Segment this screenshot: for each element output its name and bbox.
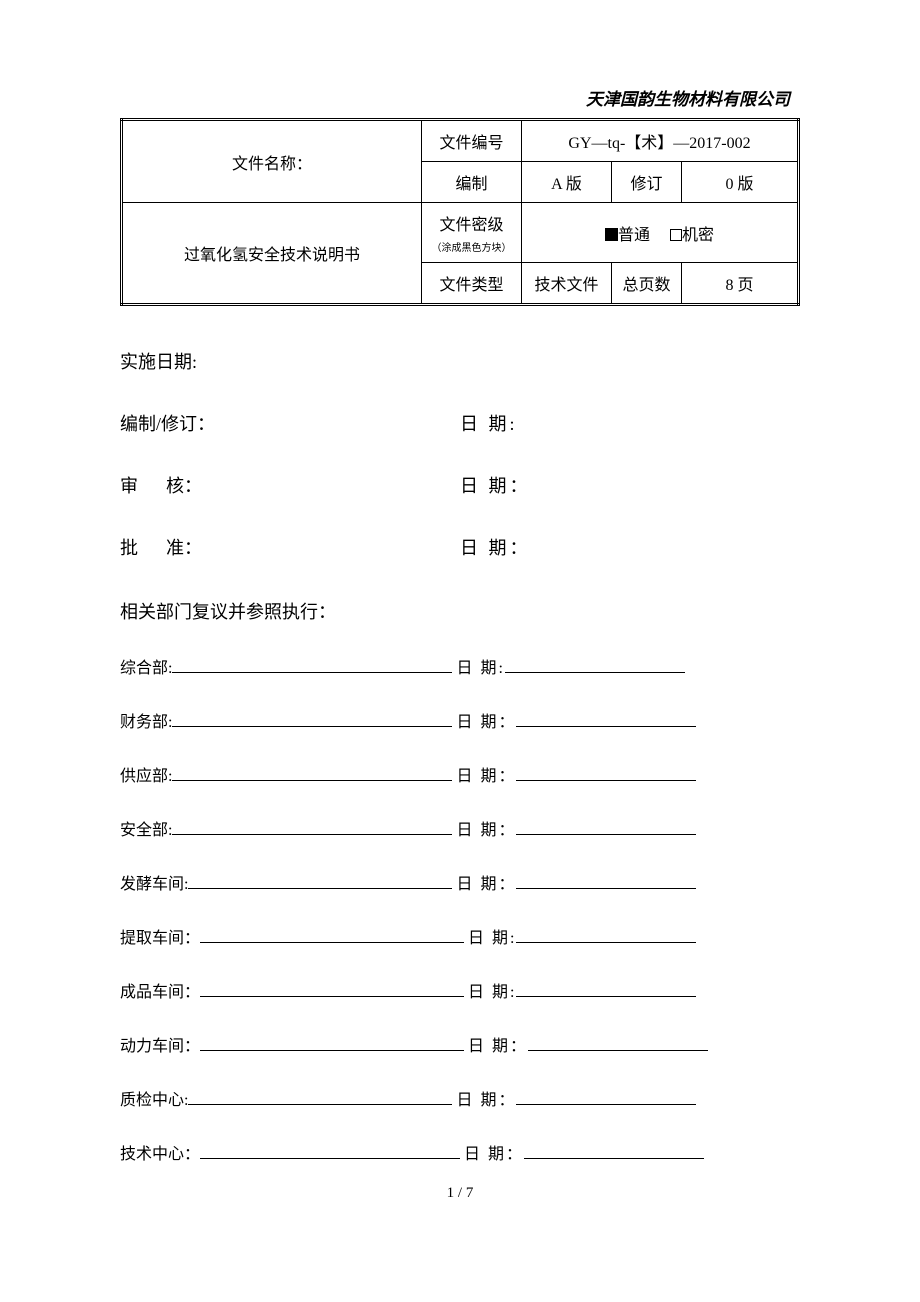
dept-row: 安全部: 日 期： xyxy=(120,816,800,840)
compile-label: 编制 xyxy=(422,162,522,203)
dept-date-label: 日 期： xyxy=(456,870,516,894)
file-name-label: 文件名称： xyxy=(122,120,422,203)
date-line xyxy=(505,655,685,673)
doc-number-label: 文件编号 xyxy=(422,120,522,162)
signature-line xyxy=(188,1087,452,1105)
dept-date-label: 日 期： xyxy=(456,816,516,840)
doc-number-value: GY—tq-【术】—2017-002 xyxy=(522,120,799,162)
dept-date-label: 日 期: xyxy=(456,654,504,678)
page-number: 1 / 7 xyxy=(0,1185,920,1202)
dept-row: 动力车间： 日 期： xyxy=(120,1032,800,1056)
compile-revise-label: 编制/修订： xyxy=(120,410,460,436)
total-pages-label: 总页数 xyxy=(612,263,682,305)
approve-row: 批准： 日 期： xyxy=(120,534,800,560)
approve-date-label: 日 期： xyxy=(460,534,531,560)
date-line xyxy=(516,709,696,727)
security-label: 文件密级 xyxy=(439,217,503,234)
dept-date-label: 日 期： xyxy=(456,762,516,786)
dept-date-label: 日 期： xyxy=(468,1032,528,1056)
dept-date-label: 日 期： xyxy=(456,708,516,732)
dept-label: 财务部: xyxy=(120,708,172,732)
signature-line xyxy=(200,925,464,943)
review-label: 审核： xyxy=(120,472,460,498)
security-normal: 普通 xyxy=(618,227,650,244)
dept-label: 发酵车间: xyxy=(120,870,188,894)
dept-date-label: 日 期： xyxy=(456,1086,516,1110)
date-line xyxy=(528,1033,708,1051)
date-line xyxy=(516,871,696,889)
security-options: 普通 机密 xyxy=(522,203,799,263)
dept-heading: 相关部门复议并参照执行： xyxy=(120,598,800,624)
date-line xyxy=(516,817,696,835)
date-line xyxy=(516,979,696,997)
dept-label: 技术中心： xyxy=(120,1140,200,1164)
edition-a: A 版 xyxy=(522,162,612,203)
security-secret: 机密 xyxy=(682,227,714,244)
security-note: （涂成黑色方块） xyxy=(428,239,515,254)
company-header: 天津国韵生物材料有限公司 xyxy=(120,85,800,110)
dept-date-label: 日 期: xyxy=(468,924,516,948)
date-line xyxy=(524,1141,704,1159)
checkbox-filled-icon xyxy=(605,228,618,241)
signature-line xyxy=(172,817,452,835)
signature-line xyxy=(172,763,452,781)
dept-row: 质检中心: 日 期： xyxy=(120,1086,800,1110)
dept-date-label: 日 期： xyxy=(464,1140,524,1164)
date-line xyxy=(516,925,696,943)
signature-line xyxy=(172,655,452,673)
dept-row: 财务部: 日 期： xyxy=(120,708,800,732)
dept-label: 综合部: xyxy=(120,654,172,678)
implement-date-label: 实施日期: xyxy=(120,348,460,374)
checkbox-empty-icon xyxy=(670,229,682,241)
dept-date-label: 日 期: xyxy=(468,978,516,1002)
dept-label: 成品车间： xyxy=(120,978,200,1002)
signature-line xyxy=(200,979,464,997)
revision-label: 修订 xyxy=(612,162,682,203)
date-line xyxy=(516,1087,696,1105)
dept-row: 提取车间： 日 期: xyxy=(120,924,800,948)
signature-line xyxy=(200,1033,464,1051)
dept-label: 动力车间： xyxy=(120,1032,200,1056)
review-date-label: 日 期： xyxy=(460,472,531,498)
dept-row: 供应部: 日 期： xyxy=(120,762,800,786)
document-info-table: 文件名称： 文件编号 GY—tq-【术】—2017-002 编制 A 版 修订 … xyxy=(120,118,800,306)
compile-date-label: 日 期: xyxy=(460,410,518,436)
doc-type-value: 技术文件 xyxy=(522,263,612,305)
date-line xyxy=(516,763,696,781)
signature-line xyxy=(200,1141,460,1159)
total-pages-value: 8 页 xyxy=(682,263,799,305)
implement-date-row: 实施日期: xyxy=(120,348,800,374)
dept-row: 综合部: 日 期: xyxy=(120,654,800,678)
edition-0: 0 版 xyxy=(682,162,799,203)
security-label-cell: 文件密级 （涂成黑色方块） xyxy=(422,203,522,263)
dept-label: 供应部: xyxy=(120,762,172,786)
signature-line xyxy=(172,709,452,727)
dept-row: 技术中心： 日 期： xyxy=(120,1140,800,1164)
doc-type-label: 文件类型 xyxy=(422,263,522,305)
approve-label: 批准： xyxy=(120,534,460,560)
review-row: 审核： 日 期： xyxy=(120,472,800,498)
signature-line xyxy=(188,871,452,889)
dept-label: 质检中心: xyxy=(120,1086,188,1110)
dept-row: 发酵车间: 日 期： xyxy=(120,870,800,894)
dept-label: 提取车间： xyxy=(120,924,200,948)
dept-label: 安全部: xyxy=(120,816,172,840)
compile-revise-row: 编制/修订： 日 期: xyxy=(120,410,800,436)
dept-row: 成品车间： 日 期: xyxy=(120,978,800,1002)
file-title: 过氧化氢安全技术说明书 xyxy=(122,203,422,305)
